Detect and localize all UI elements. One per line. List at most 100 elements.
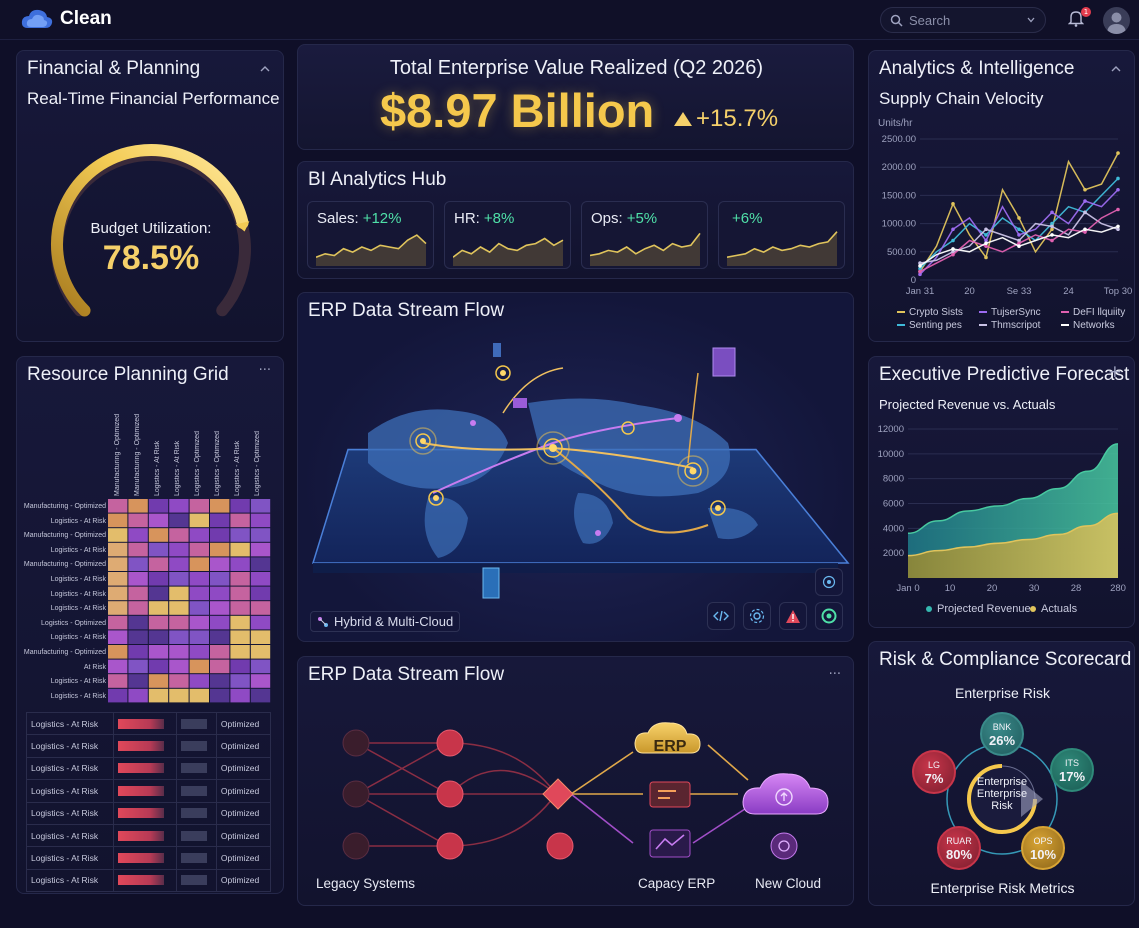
more-icon[interactable]: ···: [258, 363, 271, 378]
search-icon: [890, 14, 903, 27]
row-name: Logistics - At Risk: [26, 756, 114, 781]
target-button[interactable]: [815, 568, 843, 596]
y-tick-label: 0: [911, 275, 916, 286]
erp-map-title: ERP Data Stream Flow: [308, 300, 505, 321]
heatmap-cell: [230, 659, 250, 674]
row-name: Logistics - At Risk: [26, 711, 114, 736]
heatmap-column-label: Manufacturing - Optimized: [134, 413, 141, 496]
heatmap-cell: [230, 586, 250, 601]
table-row[interactable]: Logistics - At Risk Optimized: [26, 756, 272, 781]
alert-button[interactable]: [779, 602, 807, 630]
risk-node-value: 17%: [1058, 769, 1086, 784]
heatmap-cell: [108, 645, 128, 659]
app-logo[interactable]: Clean: [20, 8, 112, 30]
risk-node[interactable]: ITS 17%: [1050, 748, 1094, 792]
capacity-erp-label: Capacy ERP: [638, 876, 716, 891]
row-grey-cell: [175, 823, 217, 848]
data-point: [1050, 210, 1054, 215]
more-icon[interactable]: ···: [828, 667, 841, 682]
sparkline: [316, 234, 427, 266]
chevron-down-icon[interactable]: [1026, 15, 1036, 25]
sync-button[interactable]: [815, 602, 843, 630]
data-point: [951, 227, 955, 232]
add-icon[interactable]: +: [1107, 362, 1122, 382]
x-tick-label: Jan 31: [906, 286, 935, 297]
target-icon: [822, 575, 836, 589]
legend-item: Thmscripot: [979, 320, 1040, 331]
heatmap-cell: [148, 513, 169, 528]
heatmap-cell: [128, 513, 148, 528]
search-box[interactable]: [880, 7, 1046, 33]
table-row[interactable]: Logistics - At Risk Optimized: [26, 801, 272, 825]
search-input[interactable]: [909, 12, 1009, 28]
heatmap-cell: [169, 586, 189, 601]
settings-button[interactable]: [743, 602, 771, 630]
collapse-icon[interactable]: [259, 63, 271, 75]
data-point: [1116, 227, 1120, 232]
collapse-icon[interactable]: [1110, 63, 1122, 75]
heatmap-cell: [210, 688, 230, 703]
risk-node[interactable]: LG 7%: [912, 750, 956, 794]
row-status: Optimized: [215, 779, 272, 803]
heatmap-cell: [189, 645, 209, 659]
table-row[interactable]: Logistics - At Risk Optimized: [26, 823, 272, 848]
avatar[interactable]: [1103, 7, 1130, 34]
heatmap-cell: [128, 615, 148, 630]
legend-item: Projected Revenue: [926, 603, 1031, 615]
heatmap-cell: [250, 674, 271, 688]
bi-kpi-card[interactable]: HR: +8%: [444, 201, 571, 269]
heatmap-cell: [108, 615, 128, 630]
series-line: [919, 211, 1119, 264]
table-row[interactable]: Logistics - At Risk Optimized: [26, 711, 272, 736]
bi-kpi-card[interactable]: Ops: +5%: [581, 201, 708, 269]
legend-dot: [926, 606, 932, 613]
heatmap-row-label: Logistics - At Risk: [50, 678, 106, 686]
risk-node[interactable]: OPS 10%: [1021, 826, 1065, 870]
bi-kpi-card[interactable]: +6%: [718, 201, 845, 269]
bi-kpi-name: Sales:: [317, 210, 359, 227]
bi-kpi-card[interactable]: Sales: +12%: [307, 201, 434, 269]
bell-icon[interactable]: [1068, 9, 1084, 27]
heatmap-cell: [250, 499, 271, 513]
y-tick-label: 2000.00: [882, 162, 916, 173]
x-tick-label: 24: [1063, 286, 1074, 297]
heatmap-column-label: Manufacturing - Optimized: [114, 413, 121, 496]
risk-node[interactable]: BNK 26%: [980, 712, 1024, 756]
heatmap-cell: [210, 572, 230, 586]
table-row[interactable]: Logistics - At Risk Optimized: [26, 779, 272, 803]
bi-kpi-value: +12%: [362, 210, 402, 227]
map-legend-label: Hybrid & Multi-Cloud: [334, 614, 454, 629]
risk-center-line-1: Enterprise: [976, 776, 1028, 788]
risk-node-label: BNK: [992, 722, 1012, 732]
heatmap-cell: [210, 630, 230, 644]
bi-kpi-name: HR:: [454, 210, 480, 227]
legend-item: DeFI llquiity: [1061, 307, 1125, 318]
data-point: [1050, 221, 1054, 226]
heatmap-cell: [148, 528, 169, 542]
legend-label: Networks: [1073, 320, 1115, 331]
row-bar-cell: [113, 711, 177, 736]
risk-node-value: 80%: [945, 847, 973, 862]
heatmap-cell: [148, 542, 169, 557]
heatmap-cell: [108, 542, 128, 557]
analytics-title: Analytics & Intelligence: [879, 58, 1075, 79]
heatmap-column-label: Logistics - Optimized: [254, 431, 261, 496]
risk-node-value: 7%: [924, 771, 944, 786]
heatmap-cell: [230, 513, 250, 528]
series-line: [919, 189, 1119, 275]
placeholder-bar: [180, 808, 207, 819]
table-row[interactable]: Logistics - At Risk Optimized: [26, 846, 272, 870]
forecast-area-chart: 2000 4000 6000 8000 10000 12000 Jan 0 10 20 30 28 2…: [878, 424, 1126, 594]
table-row[interactable]: Logistics - At Risk Optimized: [26, 868, 272, 893]
heatmap-cell: [250, 630, 271, 644]
table-row[interactable]: Logistics - At Risk Optimized: [26, 734, 272, 758]
heatmap-column-label: Logistics - Optimized: [194, 431, 201, 496]
map-legend: Hybrid & Multi-Cloud: [310, 611, 461, 632]
heatmap-cell: [210, 615, 230, 630]
code-button[interactable]: [707, 602, 735, 630]
heatmap-cell: [230, 572, 250, 586]
heatmap-cell: [250, 688, 271, 703]
legend-swatch: [979, 311, 987, 314]
risk-node[interactable]: RUAR 80%: [937, 826, 981, 870]
heatmap-row-label: Logistics - At Risk: [50, 546, 106, 554]
